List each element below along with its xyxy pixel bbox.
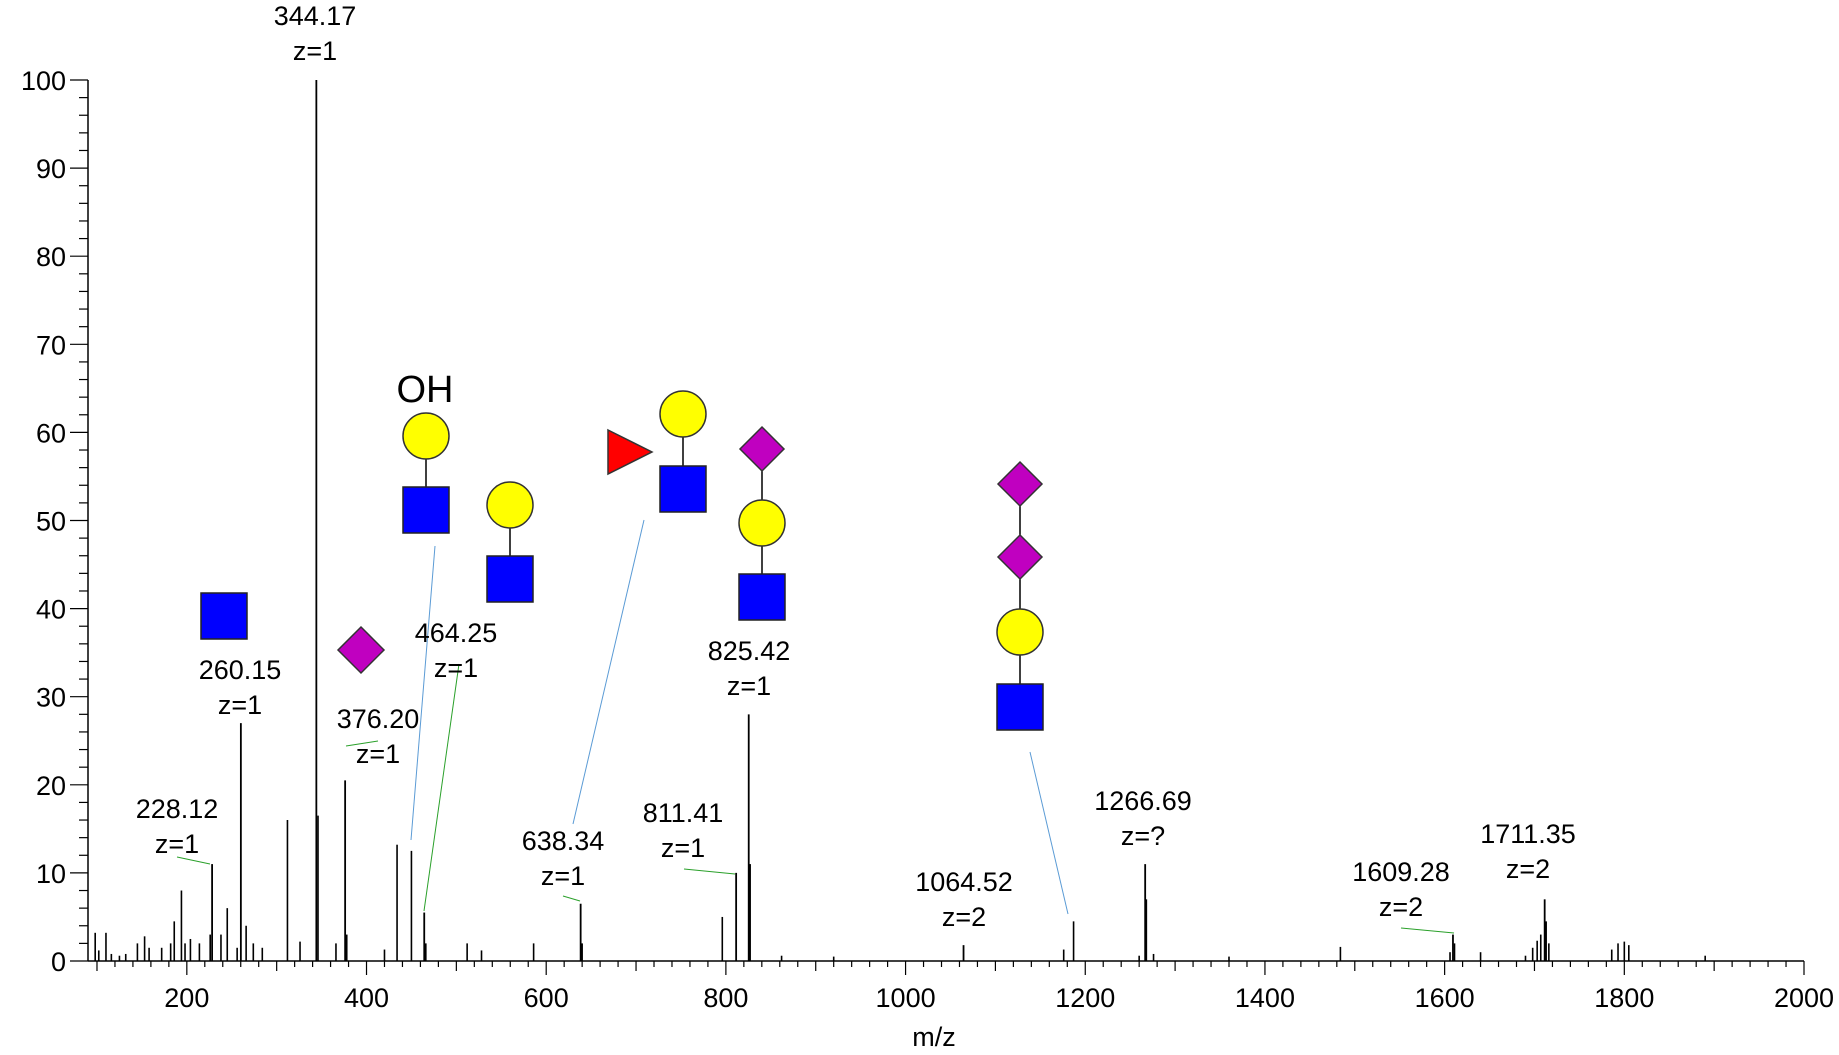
neuac-diamond-icon [738,425,786,473]
y-tick-label: 0 [51,947,66,977]
hexnac-square-icon [738,573,786,621]
hexnac-square-icon [996,683,1044,731]
peak-charge-label: z=2 [1506,854,1550,884]
peak-charge-label: z=1 [155,829,199,859]
peak-labels: 228.12 z=1 260.15 z=1 344.17 z=1 376.20 z=1 464.… [136,1,1576,932]
peak-mz-label: 1609.28 [1352,857,1450,887]
peak-mz-label: 228.12 [136,794,219,824]
x-tick-label: 1800 [1594,983,1654,1013]
green-leader-line [423,663,460,912]
peak-mz-label: 638.34 [522,826,605,856]
peak-charge-label: z=? [1121,821,1165,851]
x-tick-label: 800 [703,983,748,1013]
green-leader-line [345,740,379,747]
peak-charge-label: z=1 [434,653,478,683]
peak-mz-label: 811.41 [643,798,724,828]
peak-mz-label: 1711.35 [1480,819,1576,849]
peak-mz-label: 260.15 [199,655,282,685]
axes: 0 10 20 30 40 50 60 70 80 90 100 200 400 600 800 1000 12… [21,66,1834,1013]
x-axis-title: m/z [912,1022,956,1052]
peak-mz-label: 344.17 [274,1,357,31]
hex-circle-icon [486,481,534,529]
hexnac-square-icon [402,486,450,534]
green-leader-line [683,868,736,875]
peak-mz-label: 464.25 [415,618,498,648]
peak-charge-label: z=1 [541,861,585,891]
hexnac-square-icon [659,465,707,513]
peak-mz-label: 1064.52 [915,867,1013,897]
y-tick-label: 70 [36,330,66,360]
peak-charge-label: z=1 [661,833,705,863]
fucose-triangle-icon [607,428,654,476]
x-tick-label: 1200 [1055,983,1115,1013]
peak-mz-label: 376.20 [337,704,420,734]
hexnac-square-icon [200,592,248,640]
y-tick-label: 100 [21,66,66,96]
neuac-diamond-icon [996,533,1044,581]
x-tick-label: 400 [344,983,389,1013]
y-tick-label: 50 [36,507,66,537]
hexnac-square-icon [486,555,534,603]
x-tick-label: 1600 [1415,983,1475,1013]
peak-mz-label: 825.42 [708,636,791,666]
blue-leader-line [1029,751,1069,915]
green-leader-line [1400,927,1455,934]
hex-circle-icon [659,390,707,438]
y-tick-label: 20 [36,771,66,801]
y-tick-label: 80 [36,242,66,272]
y-tick-label: 30 [36,683,66,713]
peak-charge-label: z=1 [218,690,262,720]
hydroxyl-label: OH [397,369,454,411]
y-tick-label: 10 [36,859,66,889]
y-tick-label: 40 [36,595,66,625]
hex-circle-icon [996,608,1044,656]
x-tick-label: 600 [524,983,569,1013]
neuac-diamond-icon [336,625,386,675]
x-tick-label: 200 [164,983,209,1013]
x-tick-label: 1000 [876,983,936,1013]
peak-charge-label: z=2 [1379,892,1423,922]
x-tick-label: 2000 [1774,983,1834,1013]
leader-lines [176,519,1455,934]
peak-mz-label: 1266.69 [1094,786,1192,816]
hex-circle-icon [402,412,450,460]
green-leader-line [176,856,211,865]
x-tick-label: 1400 [1235,983,1295,1013]
peak-charge-label: z=1 [727,671,771,701]
peak-charge-label: z=1 [293,36,337,66]
green-leader-line [562,895,581,902]
blue-leader-line [410,545,436,841]
glycan-symbols: OH [200,369,1044,731]
peak-charge-label: z=1 [356,739,400,769]
y-tick-label: 90 [36,154,66,184]
peak-charge-label: z=2 [942,902,986,932]
peaks [94,80,1706,961]
y-tick-label: 60 [36,418,66,448]
blue-leader-line [572,519,645,825]
hex-circle-icon [738,499,786,547]
neuac-diamond-icon [996,460,1044,508]
